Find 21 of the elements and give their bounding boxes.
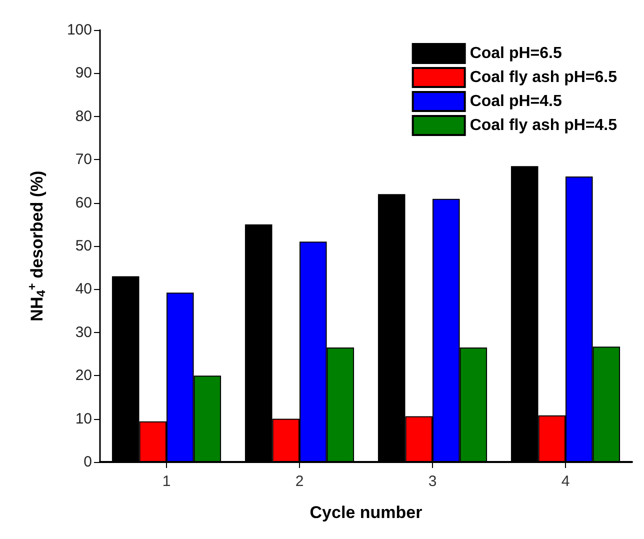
legend-label: Coal fly ash pH=6.5 bbox=[470, 69, 618, 86]
y-tick-label: 0 bbox=[84, 454, 92, 470]
y-tick-label: 70 bbox=[75, 151, 92, 168]
x-tick-label: 3 bbox=[428, 473, 437, 490]
x-axis-title: Cycle number bbox=[310, 503, 423, 522]
y-tick-label: 80 bbox=[75, 108, 92, 125]
x-tick-label: 4 bbox=[561, 473, 570, 490]
legend-label: Coal fly ash pH=4.5 bbox=[470, 117, 618, 134]
x-tick-label: 1 bbox=[162, 473, 171, 490]
legend-label: Coal pH=4.5 bbox=[470, 93, 562, 110]
x-tick-label: 2 bbox=[295, 473, 304, 490]
y-tick-label: 50 bbox=[75, 238, 92, 254]
y-tick-label: 10 bbox=[75, 410, 92, 428]
y-tick-label: 90 bbox=[75, 64, 92, 82]
y-axis-title: NH4+ desorbed (%) bbox=[25, 170, 48, 322]
y-tick-label: 60 bbox=[75, 194, 92, 212]
y-tick-label: 30 bbox=[75, 324, 92, 341]
y-tick-label: 100 bbox=[66, 22, 92, 38]
y-tick-label: 20 bbox=[75, 367, 92, 384]
legend-label: Coal pH=6.5 bbox=[470, 45, 562, 62]
y-tick-label: 40 bbox=[75, 280, 92, 298]
